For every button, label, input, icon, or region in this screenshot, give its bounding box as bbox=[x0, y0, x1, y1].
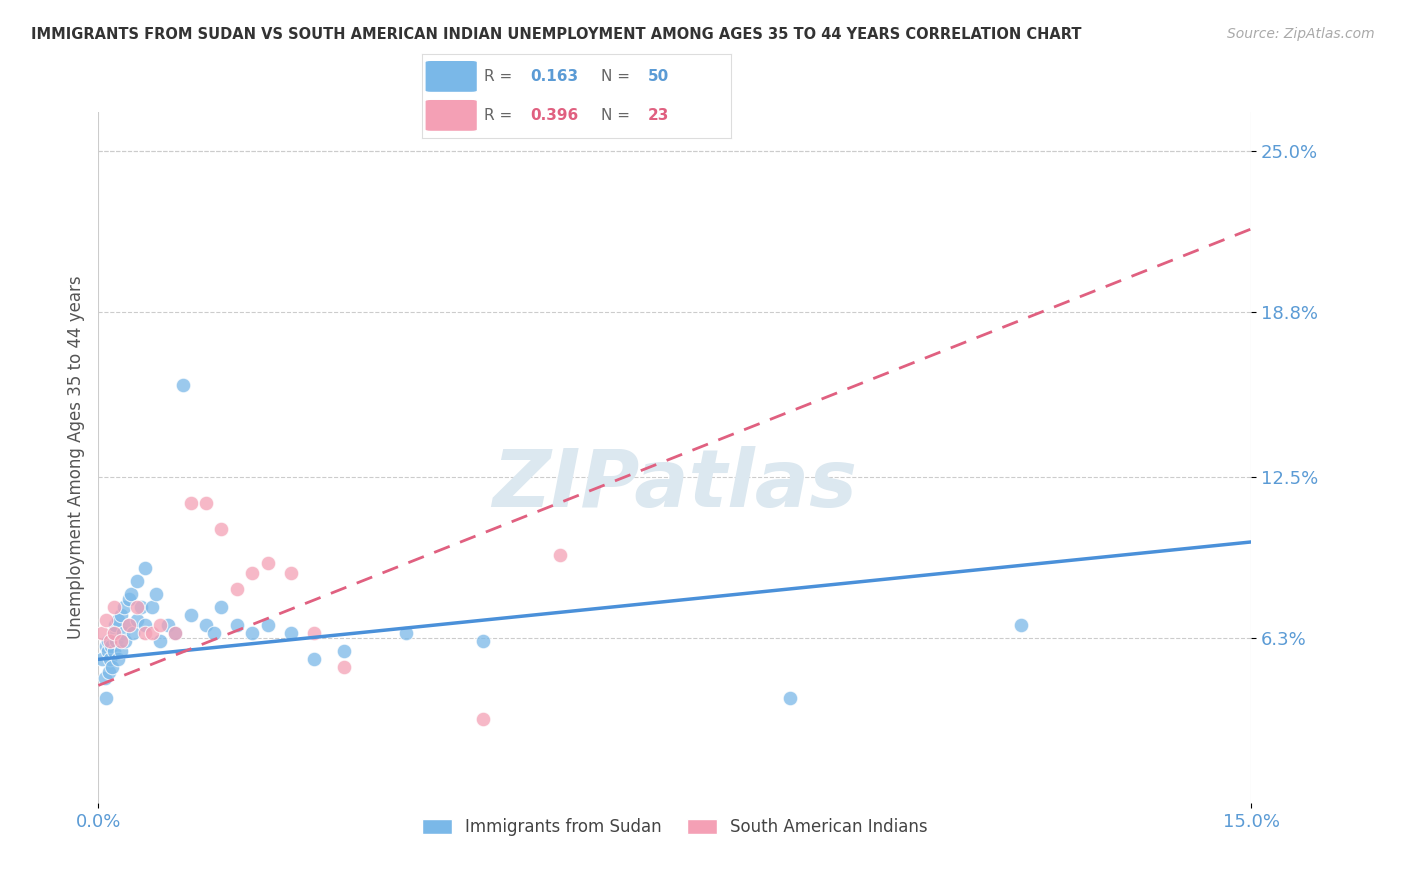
Text: 0.396: 0.396 bbox=[530, 108, 578, 123]
South American Indians bbox=[225, 582, 247, 596]
Immigrants from Sudan bbox=[107, 613, 129, 627]
Immigrants from Sudan bbox=[149, 634, 172, 648]
Immigrants from Sudan bbox=[110, 644, 132, 658]
Text: N =: N = bbox=[602, 69, 636, 84]
FancyBboxPatch shape bbox=[425, 61, 478, 93]
Text: R =: R = bbox=[484, 108, 517, 123]
Immigrants from Sudan bbox=[395, 626, 418, 640]
Immigrants from Sudan bbox=[302, 652, 325, 666]
Text: 23: 23 bbox=[648, 108, 669, 123]
Y-axis label: Unemployment Among Ages 35 to 44 years: Unemployment Among Ages 35 to 44 years bbox=[66, 276, 84, 639]
Immigrants from Sudan bbox=[225, 618, 247, 632]
Immigrants from Sudan bbox=[98, 665, 121, 680]
South American Indians bbox=[91, 626, 114, 640]
Immigrants from Sudan bbox=[91, 652, 114, 666]
Immigrants from Sudan bbox=[172, 378, 194, 392]
Immigrants from Sudan bbox=[280, 626, 302, 640]
Immigrants from Sudan bbox=[101, 660, 124, 674]
Legend: Immigrants from Sudan, South American Indians: Immigrants from Sudan, South American In… bbox=[415, 812, 935, 843]
South American Indians bbox=[149, 618, 172, 632]
Immigrants from Sudan bbox=[122, 626, 145, 640]
South American Indians bbox=[125, 600, 148, 615]
Immigrants from Sudan bbox=[156, 618, 179, 632]
Text: R =: R = bbox=[484, 69, 517, 84]
Immigrants from Sudan bbox=[114, 634, 136, 648]
Immigrants from Sudan bbox=[779, 691, 801, 706]
Text: Source: ZipAtlas.com: Source: ZipAtlas.com bbox=[1227, 27, 1375, 41]
Immigrants from Sudan bbox=[94, 691, 117, 706]
Immigrants from Sudan bbox=[125, 613, 148, 627]
Immigrants from Sudan bbox=[103, 644, 125, 658]
South American Indians bbox=[256, 556, 278, 570]
Immigrants from Sudan bbox=[165, 626, 187, 640]
South American Indians bbox=[118, 618, 141, 632]
Immigrants from Sudan bbox=[104, 618, 127, 632]
South American Indians bbox=[110, 634, 132, 648]
Immigrants from Sudan bbox=[110, 607, 132, 622]
Immigrants from Sudan bbox=[333, 644, 356, 658]
Immigrants from Sudan bbox=[125, 574, 148, 588]
Immigrants from Sudan bbox=[107, 652, 129, 666]
Text: N =: N = bbox=[602, 108, 636, 123]
Immigrants from Sudan bbox=[195, 618, 218, 632]
Immigrants from Sudan bbox=[100, 640, 122, 654]
Immigrants from Sudan bbox=[1010, 618, 1032, 632]
Immigrants from Sudan bbox=[134, 561, 156, 575]
Immigrants from Sudan bbox=[134, 618, 156, 632]
Immigrants from Sudan bbox=[105, 634, 128, 648]
Text: 0.163: 0.163 bbox=[530, 69, 578, 84]
Text: IMMIGRANTS FROM SUDAN VS SOUTH AMERICAN INDIAN UNEMPLOYMENT AMONG AGES 35 TO 44 : IMMIGRANTS FROM SUDAN VS SOUTH AMERICAN … bbox=[31, 27, 1081, 42]
South American Indians bbox=[141, 626, 163, 640]
Text: 50: 50 bbox=[648, 69, 669, 84]
South American Indians bbox=[103, 600, 125, 615]
Immigrants from Sudan bbox=[103, 626, 125, 640]
South American Indians bbox=[195, 496, 218, 510]
Immigrants from Sudan bbox=[111, 626, 134, 640]
Immigrants from Sudan bbox=[141, 600, 163, 615]
Immigrants from Sudan bbox=[98, 652, 121, 666]
South American Indians bbox=[471, 712, 494, 726]
South American Indians bbox=[103, 626, 125, 640]
Immigrants from Sudan bbox=[112, 600, 135, 615]
Immigrants from Sudan bbox=[202, 626, 225, 640]
Immigrants from Sudan bbox=[93, 671, 115, 685]
Immigrants from Sudan bbox=[118, 618, 141, 632]
Text: ZIPatlas: ZIPatlas bbox=[492, 446, 858, 524]
Immigrants from Sudan bbox=[145, 587, 167, 601]
South American Indians bbox=[280, 566, 302, 581]
Immigrants from Sudan bbox=[240, 626, 263, 640]
Immigrants from Sudan bbox=[97, 644, 120, 658]
South American Indians bbox=[548, 548, 571, 562]
South American Indians bbox=[94, 613, 117, 627]
South American Indians bbox=[134, 626, 156, 640]
South American Indians bbox=[180, 496, 202, 510]
Immigrants from Sudan bbox=[118, 592, 141, 607]
FancyBboxPatch shape bbox=[425, 99, 478, 131]
Immigrants from Sudan bbox=[120, 587, 142, 601]
Immigrants from Sudan bbox=[256, 618, 278, 632]
South American Indians bbox=[333, 660, 356, 674]
South American Indians bbox=[209, 522, 232, 536]
South American Indians bbox=[240, 566, 263, 581]
Immigrants from Sudan bbox=[129, 600, 152, 615]
Immigrants from Sudan bbox=[94, 640, 117, 654]
South American Indians bbox=[302, 626, 325, 640]
Immigrants from Sudan bbox=[471, 634, 494, 648]
Immigrants from Sudan bbox=[209, 600, 232, 615]
Immigrants from Sudan bbox=[180, 607, 202, 622]
South American Indians bbox=[165, 626, 187, 640]
Immigrants from Sudan bbox=[97, 634, 120, 648]
South American Indians bbox=[98, 634, 121, 648]
